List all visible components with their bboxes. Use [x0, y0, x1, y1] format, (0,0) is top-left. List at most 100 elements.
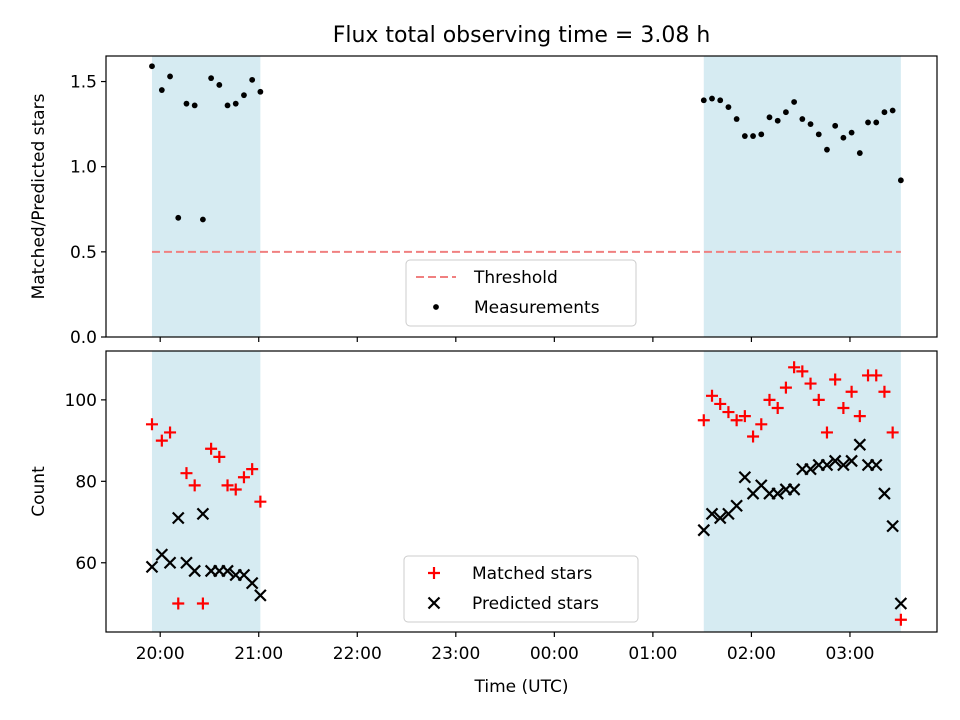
measurements-point [840, 134, 847, 141]
predicted-stars-point [254, 589, 267, 602]
matched-stars-point [172, 597, 185, 610]
x-axis-label: Time (UTC) [474, 677, 569, 697]
y-tick-label: 1.0 [70, 158, 97, 178]
predicted-stars-point [828, 454, 842, 468]
y-tick-label: 0.5 [70, 243, 97, 263]
predicted-stars-point [713, 511, 727, 525]
measurements-point [815, 131, 822, 138]
observing-window-band [151, 56, 261, 337]
measurements-point [774, 117, 781, 124]
matched-stars-point [796, 365, 809, 378]
matched-stars-point [221, 479, 234, 492]
matched-stars-point [706, 389, 719, 402]
legend-label-matched-stars: Matched stars [472, 564, 592, 584]
predicted-stars-point [221, 564, 234, 578]
x-tick-label: 02:00 [727, 644, 776, 664]
measurements-point [175, 214, 182, 221]
measurements-point [766, 114, 773, 121]
measurements-point [257, 88, 264, 95]
matched-stars-point [870, 369, 883, 382]
matched-stars-point [254, 495, 267, 508]
predicted-stars-point [145, 560, 159, 574]
matched-stars-point [886, 426, 899, 439]
legend-swatch-matched-stars [428, 567, 440, 579]
measurements-point [848, 129, 855, 136]
matched-stars-point [246, 463, 259, 476]
measurements-point [241, 92, 247, 99]
matched-stars-point [697, 414, 710, 427]
matched-stars-point [145, 418, 158, 431]
measurements-point [191, 102, 198, 109]
y-tick-label: 60 [75, 554, 97, 574]
matched-stars-point [763, 393, 776, 406]
predicted-stars-point [886, 519, 899, 533]
measurements-point [232, 100, 239, 107]
x-tick-label: 00:00 [530, 644, 579, 664]
predicted-stars-point [171, 511, 185, 525]
matched-stars-point [845, 385, 858, 398]
predicted-stars-point [245, 576, 259, 590]
matched-stars-point [829, 373, 842, 386]
legend-swatch-predicted-stars [427, 596, 441, 610]
predicted-stars-point [853, 438, 867, 451]
matched-stars-point [188, 479, 201, 492]
legend-box [405, 259, 637, 327]
measurements-point [873, 119, 880, 126]
measurements-point [741, 133, 748, 139]
predicted-stars-point [163, 556, 177, 570]
y-axis-label: Matched/Predicted stars [29, 93, 49, 299]
matched-stars-point [878, 385, 891, 398]
observing-window-band [151, 351, 261, 632]
legend-box [403, 555, 639, 623]
predicted-stars-point [730, 499, 743, 513]
predicted-stars-point [697, 523, 711, 537]
measurements-point [224, 102, 231, 109]
measurements-point [208, 75, 215, 82]
predicted-stars-point [804, 462, 817, 476]
predicted-stars-point [845, 454, 858, 468]
observing-window-band [703, 56, 901, 337]
measurements-point [700, 97, 707, 104]
predicted-stars-point [820, 458, 834, 472]
measurements-point [149, 63, 155, 70]
matched-stars-point [771, 402, 784, 415]
matched-stars-point [820, 426, 833, 439]
measurements-point [733, 116, 740, 122]
measurements-point [824, 146, 830, 153]
measurements-point [199, 216, 206, 223]
predicted-stars-point [738, 470, 752, 484]
count-panel: 60 80 100 20:00 21:00 22:00 23:00 00:00 01:00 02:… [29, 350, 938, 664]
matched-stars-point [738, 410, 751, 423]
legend: Matched stars Predicted stars [403, 555, 639, 623]
y-axis-label: Count [29, 466, 49, 517]
predicted-stars-point [771, 487, 784, 500]
matched-stars-point [722, 406, 735, 419]
matched-stars-point [164, 426, 177, 439]
predicted-stars-point [188, 564, 201, 578]
matched-stars-point [779, 381, 792, 394]
x-tick-label: 01:00 [628, 644, 677, 664]
axes-frame [105, 55, 938, 338]
measurements-point [865, 119, 871, 126]
matched-stars-point [812, 393, 825, 406]
measurements-point [832, 122, 839, 129]
matched-stars-point [804, 377, 817, 390]
axes-frame [105, 350, 938, 633]
y-tick-label: 0.0 [70, 328, 97, 348]
legend: Threshold Measurements [405, 259, 637, 327]
matched-stars-point [747, 430, 760, 443]
measurements-point [167, 73, 173, 80]
measurements-point [856, 150, 863, 156]
measurements-point [725, 104, 732, 110]
measurements-point [717, 97, 724, 104]
matched-stars-point [213, 450, 226, 463]
measurements-point [889, 107, 896, 114]
legend-label-measurements: Measurements [474, 298, 600, 318]
matched-stars-point [853, 410, 866, 423]
measurements-point [783, 109, 789, 116]
measurements-point [216, 82, 223, 88]
y-tick-label: 1.5 [70, 73, 97, 93]
x-tick-label: 22:00 [333, 644, 382, 664]
matched-stars-point [788, 361, 801, 374]
